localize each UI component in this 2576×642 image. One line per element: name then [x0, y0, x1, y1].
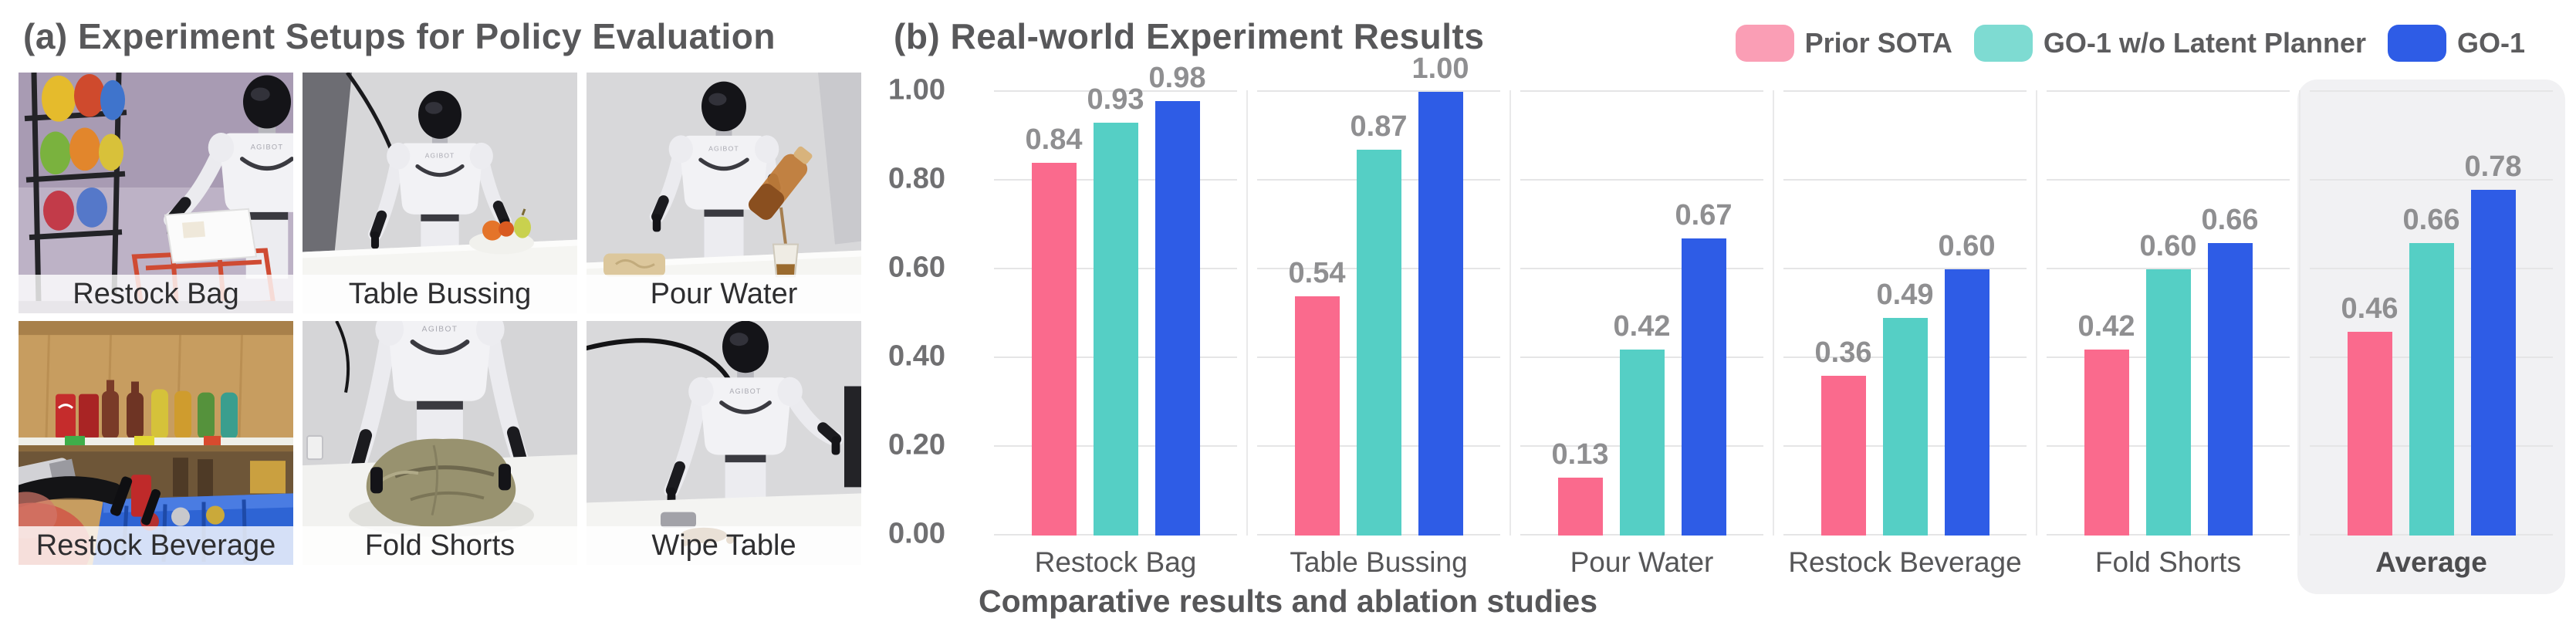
svg-text:AGIBOT: AGIBOT — [708, 145, 739, 153]
bar-value-label: 0.87 — [1350, 110, 1408, 143]
chart-bar: 0.66 — [2202, 204, 2258, 536]
figure-caption: Comparative results and ablation studies — [979, 583, 1597, 619]
chart-bar: 0.13 — [1552, 438, 1608, 536]
legend-swatch — [1973, 25, 2033, 62]
chart-bar: 0.46 — [2341, 292, 2398, 536]
chart-plot: 0.84 0.93 0.98 Restock Bag 0.54 0.87 1.00 Table… — [994, 52, 2565, 594]
chart-group-table-bussing: 0.54 0.87 1.00 Table Bussing — [1257, 52, 1511, 578]
photo-table-bussing: AGIBOT Table Bussing — [303, 73, 577, 313]
chart-group-pour-water: 0.13 0.42 0.67 Pour Water — [1520, 90, 1774, 578]
category-label: Average — [2375, 546, 2487, 578]
robot: AGIBOT — [649, 81, 783, 272]
y-tick: 0.00 — [888, 517, 945, 550]
bar-group: 0.42 0.60 0.66 — [2047, 204, 2290, 536]
bar-value-label: 0.84 — [1025, 123, 1083, 156]
bar-value-label: 0.98 — [1148, 61, 1206, 94]
chart-bar: 0.42 — [1614, 310, 1670, 536]
photo-label-table-bussing: Table Bussing — [303, 275, 577, 313]
bar-value-label: 0.60 — [2139, 230, 2197, 262]
chart-bar: 0.93 — [1087, 83, 1144, 536]
chart-group-fold-shorts: 0.42 0.60 0.66 Fold Shorts — [2047, 90, 2300, 578]
y-tick: 0.80 — [888, 162, 945, 195]
chart-bar: 0.67 — [1675, 199, 1732, 536]
photo-wipe-table: AGIBOT Wipe Table — [587, 321, 861, 565]
bar-value-label: 0.49 — [1876, 279, 1934, 312]
restock-bag-photo: AGIBOT — [19, 73, 293, 313]
category-label: Restock Beverage — [1788, 546, 2022, 578]
bar-value-label: 0.93 — [1087, 83, 1144, 117]
bar-group: 0.36 0.49 0.60 — [1783, 230, 2027, 536]
chart-bar: 1.00 — [1412, 52, 1469, 536]
y-axis-ticks: 0.00 0.20 0.40 0.60 0.80 1.00 — [803, 74, 945, 550]
category-label: Restock Bag — [1034, 546, 1197, 578]
photo-restock-beverage: Restock Beverage — [19, 321, 293, 565]
photo-fold-shorts: AGIBOT Fold Shorts — [303, 321, 577, 565]
photo-label-restock-beverage: Restock Beverage — [19, 526, 293, 565]
bar-value-label: 1.00 — [1411, 52, 1469, 85]
bar-value-label: 0.60 — [1938, 230, 1996, 262]
chart-bar: 0.54 — [1289, 257, 1345, 536]
y-tick: 1.00 — [888, 73, 945, 106]
legend-item: GO-1 — [2387, 25, 2525, 62]
y-tick: 0.40 — [888, 340, 945, 373]
bar-value-label: 0.36 — [1814, 336, 1872, 369]
restock-beverage-photo — [19, 321, 293, 565]
bar-value-label: 0.54 — [1288, 256, 1346, 289]
chart-bar: 0.84 — [1026, 123, 1082, 536]
panel-b-title: (b) Real-world Experiment Results — [894, 16, 1485, 56]
chart-legend: Prior SOTA GO-1 w/o Latent Planner GO-1 — [1735, 25, 2525, 62]
photo-label-wipe-table: Wipe Table — [587, 526, 861, 565]
legend-swatch — [2387, 25, 2446, 62]
photo-label-restock-bag: Restock Bag — [19, 275, 293, 313]
legend-label: GO-1 w/o Latent Planner — [2043, 27, 2366, 59]
legend-item: Prior SOTA — [1735, 25, 1952, 62]
bar-value-label: 0.66 — [2201, 203, 2259, 236]
chart-bar: 0.87 — [1351, 110, 1407, 536]
legend-item: GO-1 w/o Latent Planner — [1973, 25, 2366, 62]
photo-label-pour-water: Pour Water — [587, 275, 861, 313]
svg-text:AGIBOT: AGIBOT — [729, 387, 761, 395]
photo-grid: AGIBOT Restock Bag AGIBOT — [19, 73, 861, 565]
svg-text:AGIBOT: AGIBOT — [422, 325, 458, 333]
category-label: Table Bussing — [1290, 546, 1468, 578]
fold-shorts-photo: AGIBOT — [303, 321, 577, 565]
bar-value-label: 0.78 — [2464, 150, 2522, 183]
robot: AGIBOT — [664, 321, 843, 521]
chart-bar: 0.60 — [1939, 230, 1995, 536]
bar-group: 0.13 0.42 0.67 — [1520, 199, 1763, 536]
y-tick: 0.20 — [888, 428, 945, 461]
category-label: Fold Shorts — [2094, 546, 2242, 578]
legend-label: GO-1 — [2456, 27, 2525, 59]
y-tick: 0.60 — [888, 251, 945, 284]
chart-bar: 0.42 — [2078, 310, 2135, 536]
chart-bar: 0.36 — [1815, 336, 1871, 536]
chart-bar: 0.78 — [2465, 150, 2521, 536]
legend-swatch — [1735, 25, 1794, 62]
svg-text:AGIBOT: AGIBOT — [425, 151, 455, 159]
bar-value-label: 0.67 — [1675, 198, 1733, 231]
photo-label-fold-shorts: Fold Shorts — [303, 526, 577, 565]
bar-group: 0.46 0.66 0.78 — [2310, 150, 2553, 536]
category-label: Pour Water — [1570, 546, 1714, 578]
chart-group-average: 0.46 0.66 0.78 Average — [2297, 79, 2565, 594]
bar-value-label: 0.42 — [1613, 309, 1671, 343]
chart-bar: 0.49 — [1877, 279, 1933, 536]
panel-a-title: (a) Experiment Setups for Policy Evaluat… — [23, 16, 776, 56]
chart-bar: 0.66 — [2403, 204, 2459, 536]
bar-group: 0.84 0.93 0.98 — [994, 62, 1237, 536]
bar-value-label: 0.42 — [2077, 309, 2135, 343]
photo-pour-water: AGIBOT Pour Water — [587, 73, 861, 313]
bar-value-label: 0.13 — [1551, 438, 1609, 471]
chart-bar: 0.60 — [2140, 230, 2196, 536]
bar-group: 0.54 0.87 1.00 — [1257, 52, 1500, 536]
chart-group-restock-beverage: 0.36 0.49 0.60 Restock Beverage — [1783, 90, 2037, 578]
bar-value-label: 0.66 — [2402, 203, 2460, 236]
legend-label: Prior SOTA — [1804, 27, 1952, 59]
chart-bar: 0.98 — [1149, 62, 1205, 536]
chart-group-restock-bag: 0.84 0.93 0.98 Restock Bag — [994, 62, 1248, 578]
bar-value-label: 0.46 — [2341, 292, 2399, 325]
photo-restock-bag: AGIBOT Restock Bag — [19, 73, 293, 313]
svg-text:AGIBOT: AGIBOT — [251, 144, 284, 151]
